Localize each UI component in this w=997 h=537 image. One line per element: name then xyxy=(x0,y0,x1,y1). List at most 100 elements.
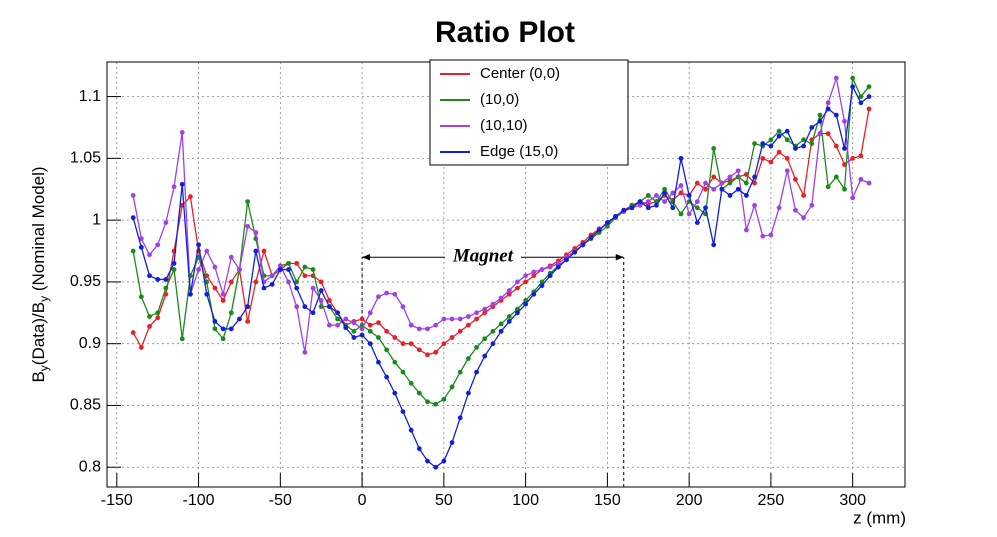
data-point xyxy=(351,328,357,334)
y-tick-label: 0.85 xyxy=(70,397,101,414)
data-point xyxy=(686,211,692,217)
data-point xyxy=(498,295,504,301)
data-point xyxy=(433,322,439,328)
data-point xyxy=(392,359,398,365)
data-point xyxy=(490,301,496,307)
data-point xyxy=(604,223,610,229)
data-point xyxy=(261,285,267,291)
data-point xyxy=(465,314,471,319)
data-point xyxy=(506,291,512,297)
data-point xyxy=(825,100,831,106)
data-point xyxy=(465,390,471,396)
data-point xyxy=(294,260,300,266)
data-point xyxy=(539,267,545,272)
y-tick-label: 1.1 xyxy=(79,88,101,105)
data-point xyxy=(850,75,856,81)
data-point xyxy=(457,316,463,322)
data-point xyxy=(245,223,251,229)
data-point xyxy=(654,202,659,208)
data-point xyxy=(261,248,267,254)
data-point xyxy=(686,193,692,198)
data-point xyxy=(171,184,177,190)
data-point xyxy=(376,335,381,340)
data-point xyxy=(654,193,659,198)
data-point xyxy=(400,341,406,347)
data-point xyxy=(449,335,455,340)
x-axis-label: z (mm) xyxy=(853,508,906,527)
data-point xyxy=(613,214,618,219)
x-tick-label: 150 xyxy=(594,492,621,509)
data-point xyxy=(326,322,332,328)
y-tick-label: 1 xyxy=(92,211,101,228)
data-point xyxy=(711,186,717,192)
y-axis-label-part: y xyxy=(37,296,51,302)
data-point xyxy=(531,273,537,279)
data-point xyxy=(163,277,169,282)
data-point xyxy=(515,306,520,312)
data-point xyxy=(637,199,643,205)
data-point xyxy=(817,118,823,124)
data-point xyxy=(539,279,545,285)
data-point xyxy=(694,205,700,211)
data-point xyxy=(310,267,316,272)
data-point xyxy=(253,279,259,285)
data-point xyxy=(817,131,823,137)
data-point xyxy=(850,84,856,90)
x-tick-label: -100 xyxy=(183,492,215,509)
data-point xyxy=(408,380,414,386)
data-point xyxy=(237,267,242,272)
data-point xyxy=(801,143,807,149)
data-point xyxy=(809,141,815,146)
data-point xyxy=(384,328,390,334)
data-point xyxy=(318,279,324,285)
data-point xyxy=(703,186,708,192)
legend-label: Center (0,0) xyxy=(480,65,560,82)
data-point xyxy=(425,352,430,358)
data-point xyxy=(359,316,365,322)
data-point xyxy=(294,279,300,285)
data-point xyxy=(408,341,414,347)
data-point xyxy=(367,341,373,347)
data-point xyxy=(645,193,651,198)
data-point xyxy=(735,186,741,192)
data-point xyxy=(416,446,422,452)
data-point xyxy=(130,330,136,335)
data-point xyxy=(555,264,561,270)
data-point xyxy=(858,153,864,159)
data-point xyxy=(367,310,373,316)
data-point xyxy=(694,220,700,226)
data-point xyxy=(662,199,668,205)
data-point xyxy=(506,288,512,293)
y-axis-label-part: B xyxy=(29,371,48,382)
data-point xyxy=(220,291,226,297)
data-point xyxy=(711,146,717,151)
data-point xyxy=(286,279,291,285)
data-point xyxy=(842,186,847,192)
data-point xyxy=(539,283,545,289)
data-point xyxy=(793,207,798,213)
x-tick-label: 50 xyxy=(435,492,453,509)
chart-title: Ratio Plot xyxy=(435,16,575,49)
data-point xyxy=(147,273,152,279)
data-point xyxy=(474,310,479,316)
data-point xyxy=(752,174,757,180)
x-tick-label: 0 xyxy=(358,492,367,509)
data-point xyxy=(784,155,790,161)
data-point xyxy=(465,356,471,361)
annotation-text: Magnet xyxy=(452,246,514,267)
data-point xyxy=(743,227,749,233)
data-point xyxy=(408,427,414,433)
y-tick-label: 0.95 xyxy=(70,273,101,290)
data-point xyxy=(678,211,684,217)
data-point xyxy=(850,195,856,201)
data-point xyxy=(441,316,447,322)
data-point xyxy=(711,174,717,180)
data-point xyxy=(286,267,291,272)
data-point xyxy=(138,294,144,300)
data-point xyxy=(179,336,185,342)
data-point xyxy=(277,267,283,272)
data-point xyxy=(335,310,340,316)
data-point xyxy=(228,310,234,316)
data-point xyxy=(408,322,414,328)
data-point xyxy=(768,232,774,238)
